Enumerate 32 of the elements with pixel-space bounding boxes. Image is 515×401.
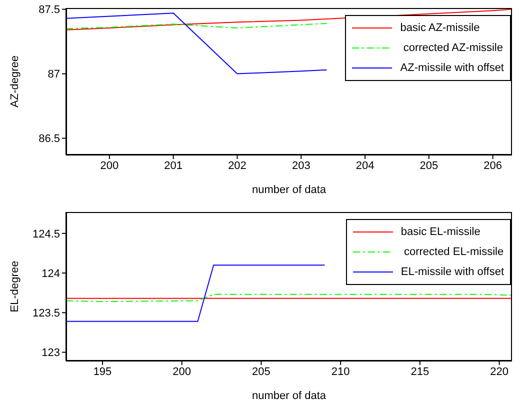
y-tick-label: 87.5 (38, 4, 60, 16)
y-tick-label: 123 (42, 347, 60, 360)
legend-label: basic EL-missile (400, 225, 480, 240)
x-tick-label: 206 (484, 160, 502, 172)
line-series (66, 294, 512, 302)
y-tick-label: 124.5 (32, 228, 60, 240)
x-tick-label: 205 (420, 160, 438, 172)
x-tick-label: 210 (331, 366, 350, 378)
x-tick-label: 203 (292, 160, 310, 172)
legend-label: corrected AZ-missile (402, 41, 503, 56)
x-tick-label: 220 (490, 366, 508, 378)
x-tick-label: 215 (410, 366, 430, 378)
x-tick-label: 202 (228, 160, 246, 172)
y-tick-label: 87 (48, 68, 60, 81)
x-axis-title: number of data (252, 184, 327, 196)
x-tick-label: 201 (164, 160, 183, 172)
legend-label: AZ-missile with offset (400, 61, 504, 76)
x-axis-title: number of data (252, 390, 327, 401)
y-tick-label: 123.5 (32, 308, 60, 320)
y-axis-title: AZ-degree (8, 56, 21, 108)
y-axis-title: EL-degree (8, 260, 21, 312)
x-tick-label: 200 (100, 160, 119, 172)
y-tick-label: 124 (42, 268, 60, 280)
y-tick-label: 86.5 (38, 133, 60, 146)
x-tick-label: 205 (252, 366, 270, 378)
x-tick-label: 204 (356, 160, 374, 172)
x-tick-label: 200 (172, 366, 192, 378)
x-tick-label: 195 (93, 366, 112, 378)
legend-label: corrected EL-missile (402, 245, 504, 260)
line-series (66, 12, 328, 74)
legend-label: EL-missile with offset (400, 265, 504, 280)
legend-label: basic AZ-missile (400, 21, 480, 36)
